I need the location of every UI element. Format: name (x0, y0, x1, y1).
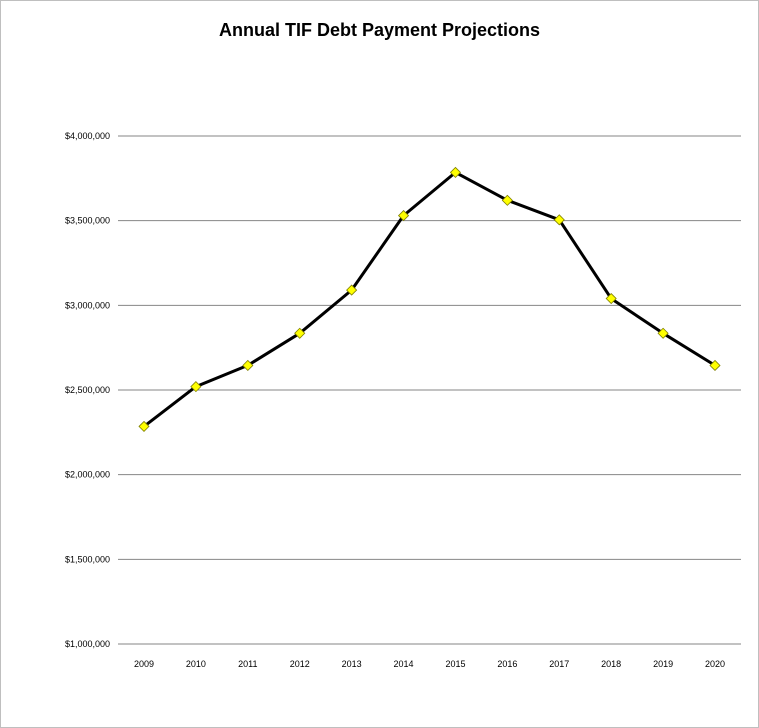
data-point-marker (346, 284, 358, 296)
y-tick-label: $4,000,000 (65, 131, 110, 141)
data-point-marker (190, 381, 202, 393)
y-tick-label: $1,000,000 (65, 639, 110, 649)
y-axis-tick-labels: $1,000,000 $1,500,000 $2,000,000 $2,500,000… (65, 131, 110, 649)
x-tick-label: 2016 (497, 659, 517, 669)
x-tick-label: 2011 (238, 659, 257, 669)
gridlines (118, 135, 741, 645)
y-tick-label: $2,500,000 (65, 385, 110, 395)
x-tick-label: 2014 (394, 659, 414, 669)
data-point-marker (709, 359, 721, 372)
data-point-marker (501, 194, 513, 206)
chart-title: Annual TIF Debt Payment Projections (218, 20, 541, 40)
y-tick-label: $1,500,000 (65, 554, 110, 564)
series-markers (138, 166, 721, 432)
x-tick-label: 2018 (601, 659, 621, 669)
x-tick-label: 2010 (186, 659, 206, 669)
data-point-marker (242, 359, 254, 372)
x-tick-label: 2013 (342, 659, 362, 669)
x-tick-label: 2017 (549, 659, 569, 669)
x-tick-label: 2012 (290, 659, 310, 669)
y-tick-label: $2,000,000 (65, 470, 110, 480)
x-tick-label: 2020 (705, 659, 725, 669)
x-tick-label: 2009 (134, 659, 154, 669)
x-tick-label: 2015 (445, 659, 465, 669)
y-tick-label: $3,500,000 (65, 216, 110, 226)
data-point-marker (553, 214, 565, 226)
data-point-marker (397, 210, 410, 222)
data-point-marker (294, 327, 306, 339)
data-point-marker (449, 166, 462, 178)
data-point-marker (138, 420, 150, 432)
x-axis-tick-labels: 2009 2010 2011 2012 2013 2014 2015 2016 2017 2018… (134, 659, 725, 669)
data-point-marker (605, 292, 617, 305)
x-tick-label: 2019 (653, 659, 673, 669)
series-line-layer (143, 170, 716, 428)
y-tick-label: $3,000,000 (65, 300, 110, 310)
series-line (143, 170, 716, 428)
data-point-marker (657, 327, 669, 339)
